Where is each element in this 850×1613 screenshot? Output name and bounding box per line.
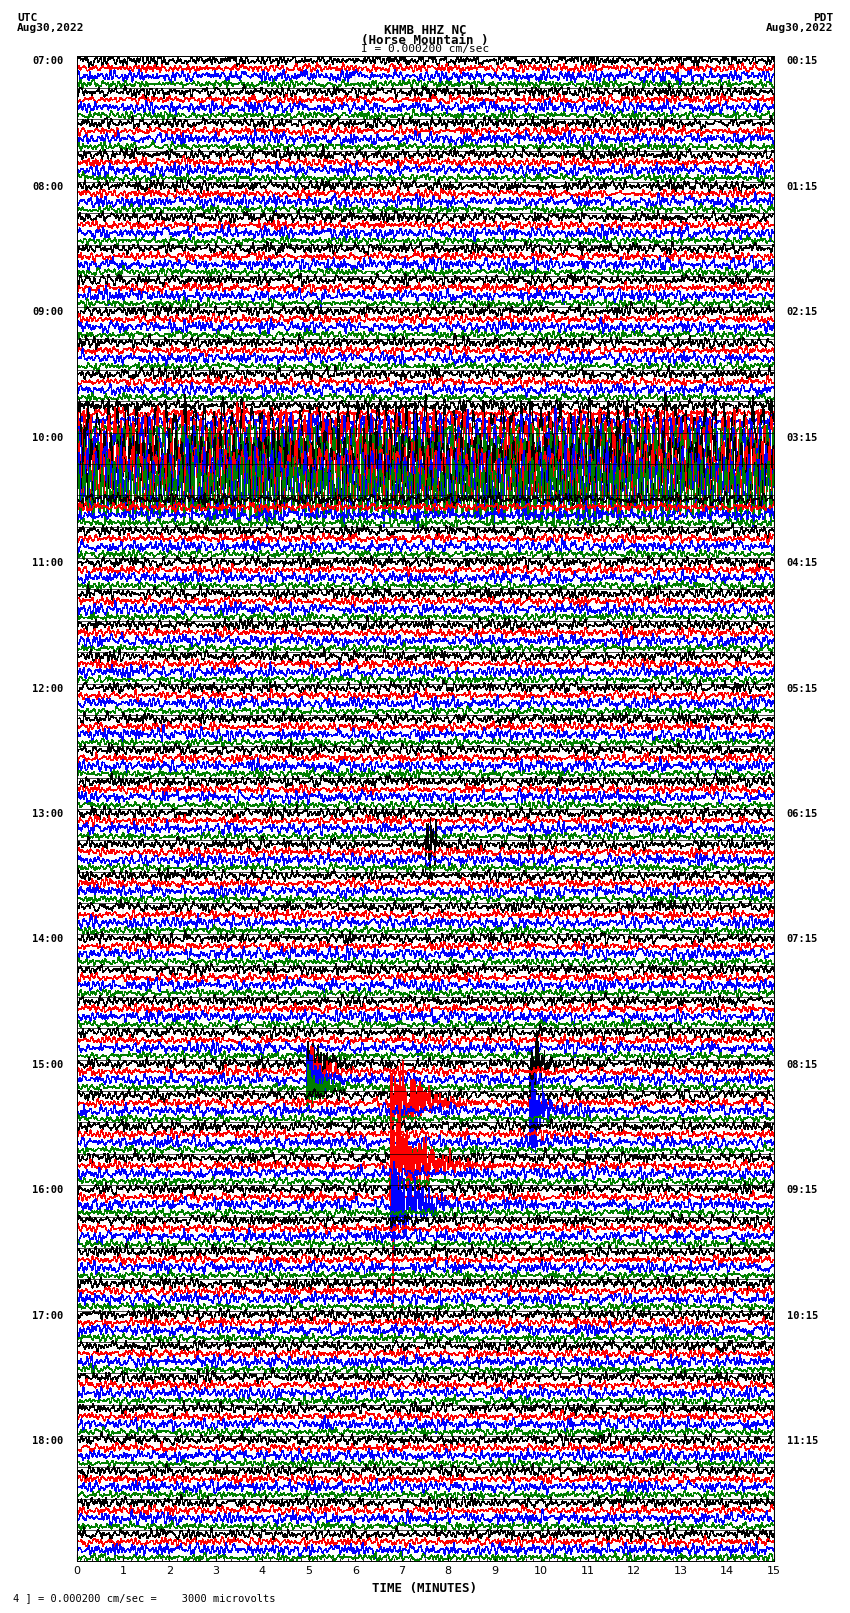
Text: 09:00: 09:00 — [32, 308, 64, 318]
Text: 10:15: 10:15 — [786, 1310, 818, 1321]
Text: 11:15: 11:15 — [786, 1436, 818, 1445]
Text: 08:00: 08:00 — [32, 182, 64, 192]
Text: 07:00: 07:00 — [32, 56, 64, 66]
Text: (Horse Mountain ): (Horse Mountain ) — [361, 34, 489, 47]
Text: 13:00: 13:00 — [32, 810, 64, 819]
Text: 16:00: 16:00 — [32, 1186, 64, 1195]
Text: 11:00: 11:00 — [32, 558, 64, 568]
Text: 02:15: 02:15 — [786, 308, 818, 318]
X-axis label: TIME (MINUTES): TIME (MINUTES) — [372, 1582, 478, 1595]
Text: UTC: UTC — [17, 13, 37, 23]
Text: 05:15: 05:15 — [786, 684, 818, 694]
Text: 07:15: 07:15 — [786, 934, 818, 944]
Text: 17:00: 17:00 — [32, 1310, 64, 1321]
Text: 18:00: 18:00 — [32, 1436, 64, 1445]
Text: Aug30,2022: Aug30,2022 — [17, 23, 84, 32]
Text: 06:15: 06:15 — [786, 810, 818, 819]
Text: KHMB HHZ NC: KHMB HHZ NC — [383, 24, 467, 37]
Text: I = 0.000200 cm/sec: I = 0.000200 cm/sec — [361, 44, 489, 53]
Text: 00:15: 00:15 — [786, 56, 818, 66]
Text: Aug30,2022: Aug30,2022 — [766, 23, 833, 32]
Text: 08:15: 08:15 — [786, 1060, 818, 1069]
Text: 03:15: 03:15 — [786, 432, 818, 442]
Text: 09:15: 09:15 — [786, 1186, 818, 1195]
Text: 12:00: 12:00 — [32, 684, 64, 694]
Text: 04:15: 04:15 — [786, 558, 818, 568]
Text: 4 ] = 0.000200 cm/sec =    3000 microvolts: 4 ] = 0.000200 cm/sec = 3000 microvolts — [13, 1594, 275, 1603]
Text: 14:00: 14:00 — [32, 934, 64, 944]
Text: 15:00: 15:00 — [32, 1060, 64, 1069]
Text: 01:15: 01:15 — [786, 182, 818, 192]
Text: PDT: PDT — [813, 13, 833, 23]
Text: 10:00: 10:00 — [32, 432, 64, 442]
